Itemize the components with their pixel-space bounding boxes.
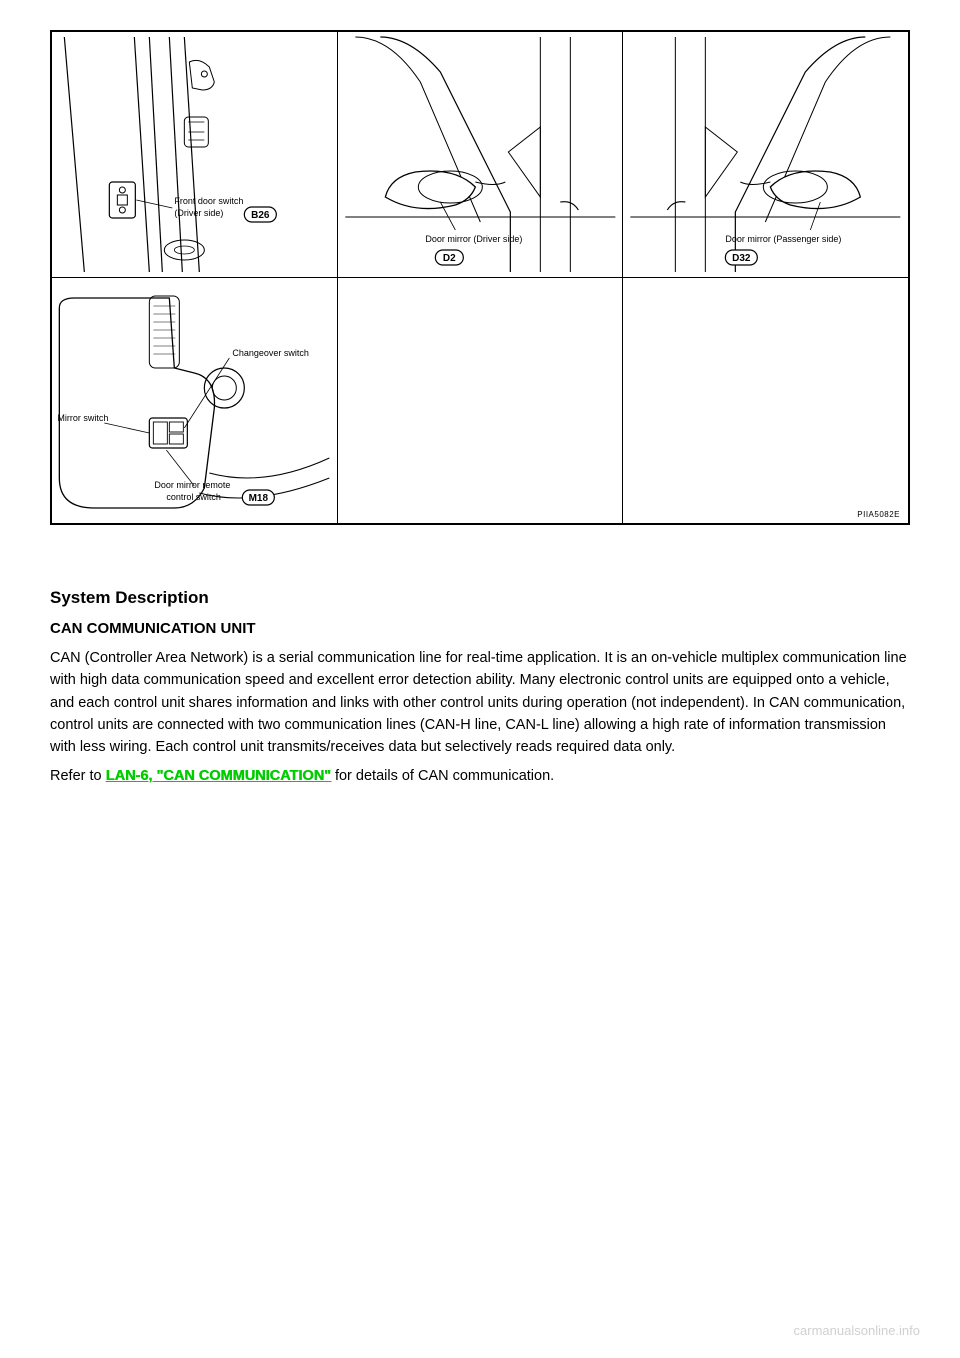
diagram-cell-empty-2: PIIA5082E [623, 278, 908, 523]
mirror-switch-illustration: Changeover switch Mirror switch Door mir… [52, 278, 337, 523]
door-mirror-passenger-illustration: Door mirror (Passenger side) D32 [623, 32, 908, 277]
connector-b26: B26 [251, 210, 270, 221]
diagram-row-2: Changeover switch Mirror switch Door mir… [52, 278, 908, 523]
label-front-door-switch-2: (Driver side) [174, 208, 223, 218]
connector-d2: D2 [443, 253, 456, 264]
diagram-cell-door-mirror-driver: Door mirror (Driver side) D2 [338, 32, 624, 277]
section-subheading: CAN COMMUNICATION UNIT [50, 617, 910, 640]
paragraph-1: CAN (Controller Area Network) is a seria… [50, 647, 910, 759]
paragraph-2-suffix: for details of CAN communication. [331, 768, 554, 784]
label-changeover-switch: Changeover switch [232, 348, 309, 358]
diagram-cell-mirror-switch: Changeover switch Mirror switch Door mir… [52, 278, 338, 523]
content-block: System Description CAN COMMUNICATION UNI… [50, 585, 910, 787]
section-heading: System Description [50, 585, 910, 611]
diagram-container: Front door switch (Driver side) B26 [50, 30, 910, 525]
label-remote-control-1: Door mirror remote [154, 480, 230, 490]
diagram-row-1: Front door switch (Driver side) B26 [52, 32, 908, 278]
diagram-cell-door-mirror-passenger: Door mirror (Passenger side) D32 [623, 32, 908, 277]
connector-m18: M18 [249, 493, 269, 504]
label-front-door-switch-1: Front door switch [174, 196, 243, 206]
watermark: carmanualsonline.info [794, 1323, 920, 1338]
diagram-code: PIIA5082E [857, 510, 900, 519]
door-mirror-driver-illustration: Door mirror (Driver side) D2 [338, 32, 623, 277]
paragraph-2: Refer to LAN-6, "CAN COMMUNICATION" for … [50, 765, 910, 787]
label-remote-control-2: control switch [166, 492, 221, 502]
link-lan-can-communication[interactable]: LAN-6, "CAN COMMUNICATION" [106, 768, 331, 784]
diagram-cell-front-door-switch: Front door switch (Driver side) B26 [52, 32, 338, 277]
diagram-cell-empty-1 [338, 278, 624, 523]
label-door-mirror-driver: Door mirror (Driver side) [425, 234, 522, 244]
label-mirror-switch: Mirror switch [57, 413, 108, 423]
label-door-mirror-passenger: Door mirror (Passenger side) [726, 234, 842, 244]
front-door-switch-illustration: Front door switch (Driver side) B26 [52, 32, 337, 277]
page-container: Front door switch (Driver side) B26 [0, 0, 960, 813]
connector-d32: D32 [733, 253, 752, 264]
paragraph-2-prefix: Refer to [50, 768, 106, 784]
